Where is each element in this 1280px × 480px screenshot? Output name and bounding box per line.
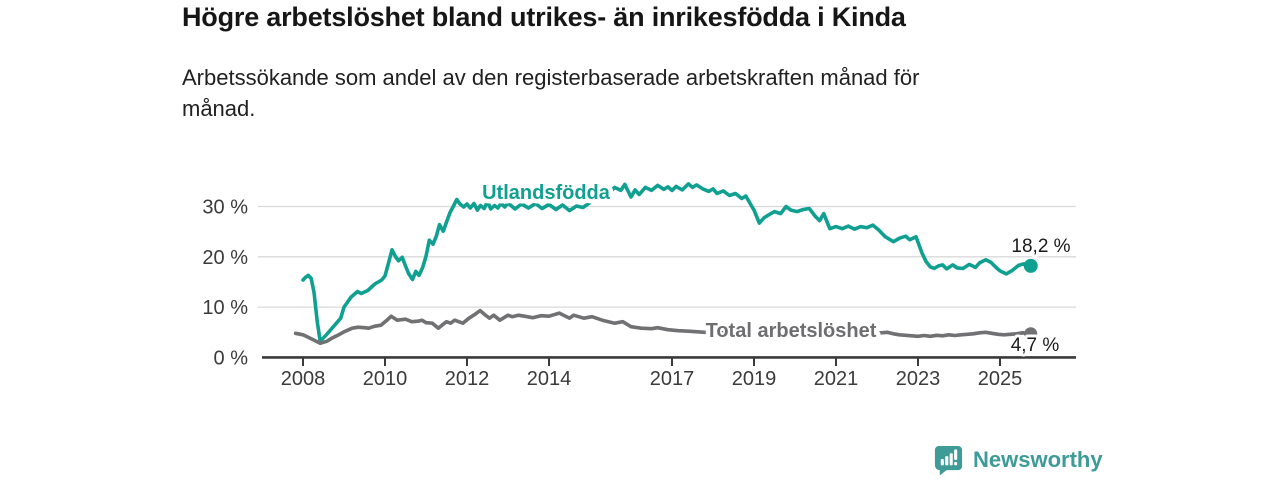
x-tick-label: 2017 <box>650 368 695 390</box>
x-tick-label: 2019 <box>732 368 777 390</box>
x-tick-label: 2012 <box>445 368 490 390</box>
series-label-total-arbetsloshet: Total arbetslöshet <box>706 320 877 342</box>
y-tick-label: 20 % <box>202 247 248 269</box>
x-tick-label: 2014 <box>527 368 572 390</box>
x-tick-label: 2010 <box>363 368 408 390</box>
plot-area: 0 % 10 % 20 % 30 % 2008 2010 2012 2014 2017 2019 2… <box>202 182 1076 390</box>
x-tick-label: 2023 <box>896 368 941 390</box>
x-tick-label: 2021 <box>814 368 859 390</box>
y-tick-label: 30 % <box>202 197 248 219</box>
brand-name: Newsworthy <box>973 446 1103 472</box>
y-tick-label: 10 % <box>202 297 248 319</box>
end-value-label-total: 4,7 % <box>1011 335 1060 356</box>
utlandsfodda-end-dot <box>1023 258 1038 273</box>
series-label-utlandsfodda: Utlandsfödda <box>482 182 611 204</box>
chart-title: Högre arbetslöshet bland utrikes- än inr… <box>182 2 906 32</box>
brand-footer[interactable]: Newsworthy <box>933 444 1103 475</box>
y-tick-label: 0 % <box>214 347 249 369</box>
total-arbetsloshet-end-dot <box>1024 327 1038 341</box>
x-tick-label: 2008 <box>281 368 326 390</box>
newsworthy-logo-icon <box>934 445 963 475</box>
total-arbetsloshet-line <box>293 308 1033 346</box>
chart-subtitle: Arbetssökande som andel av den registerb… <box>182 65 920 121</box>
end-value-label-utlandsfodda: 18,2 % <box>1011 236 1070 257</box>
x-tick-label: 2025 <box>978 368 1023 390</box>
utlandsfodda-line <box>301 182 1033 344</box>
